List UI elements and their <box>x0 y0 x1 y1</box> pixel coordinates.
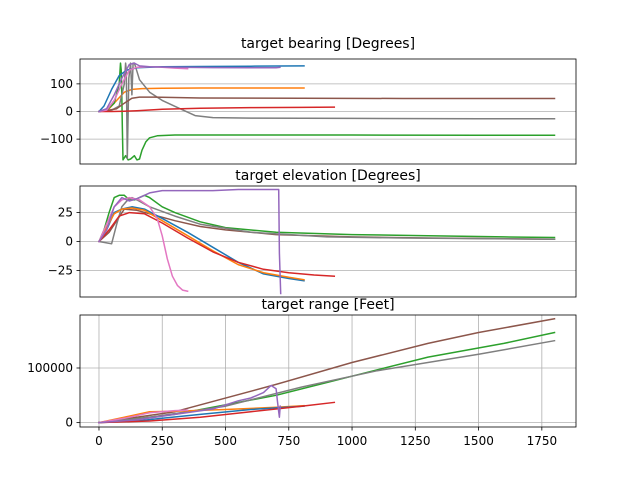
elevation-panel: 25 0 −25 target elevation [Degrees] <box>48 168 577 298</box>
elevation-title: target elevation [Degrees] <box>235 168 420 184</box>
bearing-series-group <box>97 62 556 161</box>
bearing-series-red <box>98 106 336 113</box>
elevation-ytick-label: −25 <box>48 263 73 277</box>
elevation-series-blue <box>97 206 305 282</box>
range-series-gray <box>98 339 556 424</box>
elevation-series-orange <box>97 207 305 281</box>
range-grid <box>80 315 576 427</box>
bearing-title: target bearing [Degrees] <box>241 36 415 52</box>
elevation-ytick-label: 25 <box>58 206 73 220</box>
range-series-group <box>98 317 556 424</box>
range-xtick-label: 1750 <box>527 434 558 448</box>
range-xtick-label: 0 <box>95 434 103 448</box>
range-xtick-label: 1500 <box>463 434 494 448</box>
bearing-ytick-label: 100 <box>50 77 73 91</box>
range-series-pink <box>98 409 189 424</box>
range-xtick-label: 1250 <box>400 434 431 448</box>
range-ytick-label: 0 <box>65 416 73 430</box>
range-xtick-label: 250 <box>151 434 174 448</box>
range-series-purple <box>98 384 282 424</box>
range-axes-frame <box>79 314 577 428</box>
bearing-series-purple <box>98 62 281 113</box>
elevation-series-purple <box>97 188 282 295</box>
range-xtick-label: 750 <box>277 434 300 448</box>
bearing-series-brown <box>98 96 556 113</box>
bearing-ytick-label: −100 <box>40 132 73 146</box>
elevation-series-group <box>97 188 556 295</box>
bearing-series-green <box>98 62 556 161</box>
range-xtick-label: 500 <box>214 434 237 448</box>
range-title: target range [Feet] <box>261 297 394 313</box>
range-ytick-label: 100000 <box>27 361 73 375</box>
elevation-series-red <box>97 211 336 277</box>
elevation-ytick-label: 0 <box>65 235 73 249</box>
elevation-grid <box>80 212 576 271</box>
bearing-ytick-label: 0 <box>65 105 73 119</box>
range-series-red <box>98 401 336 424</box>
elevation-series-green <box>98 194 556 243</box>
range-panel: 100000 0 0 250 500 750 1000 1250 1500 1750 target … <box>27 297 577 448</box>
range-xtick-label: 1000 <box>337 434 368 448</box>
bearing-panel: 100 0 −100 target bearing [Degrees] <box>40 36 577 165</box>
bearing-grid <box>80 83 576 140</box>
